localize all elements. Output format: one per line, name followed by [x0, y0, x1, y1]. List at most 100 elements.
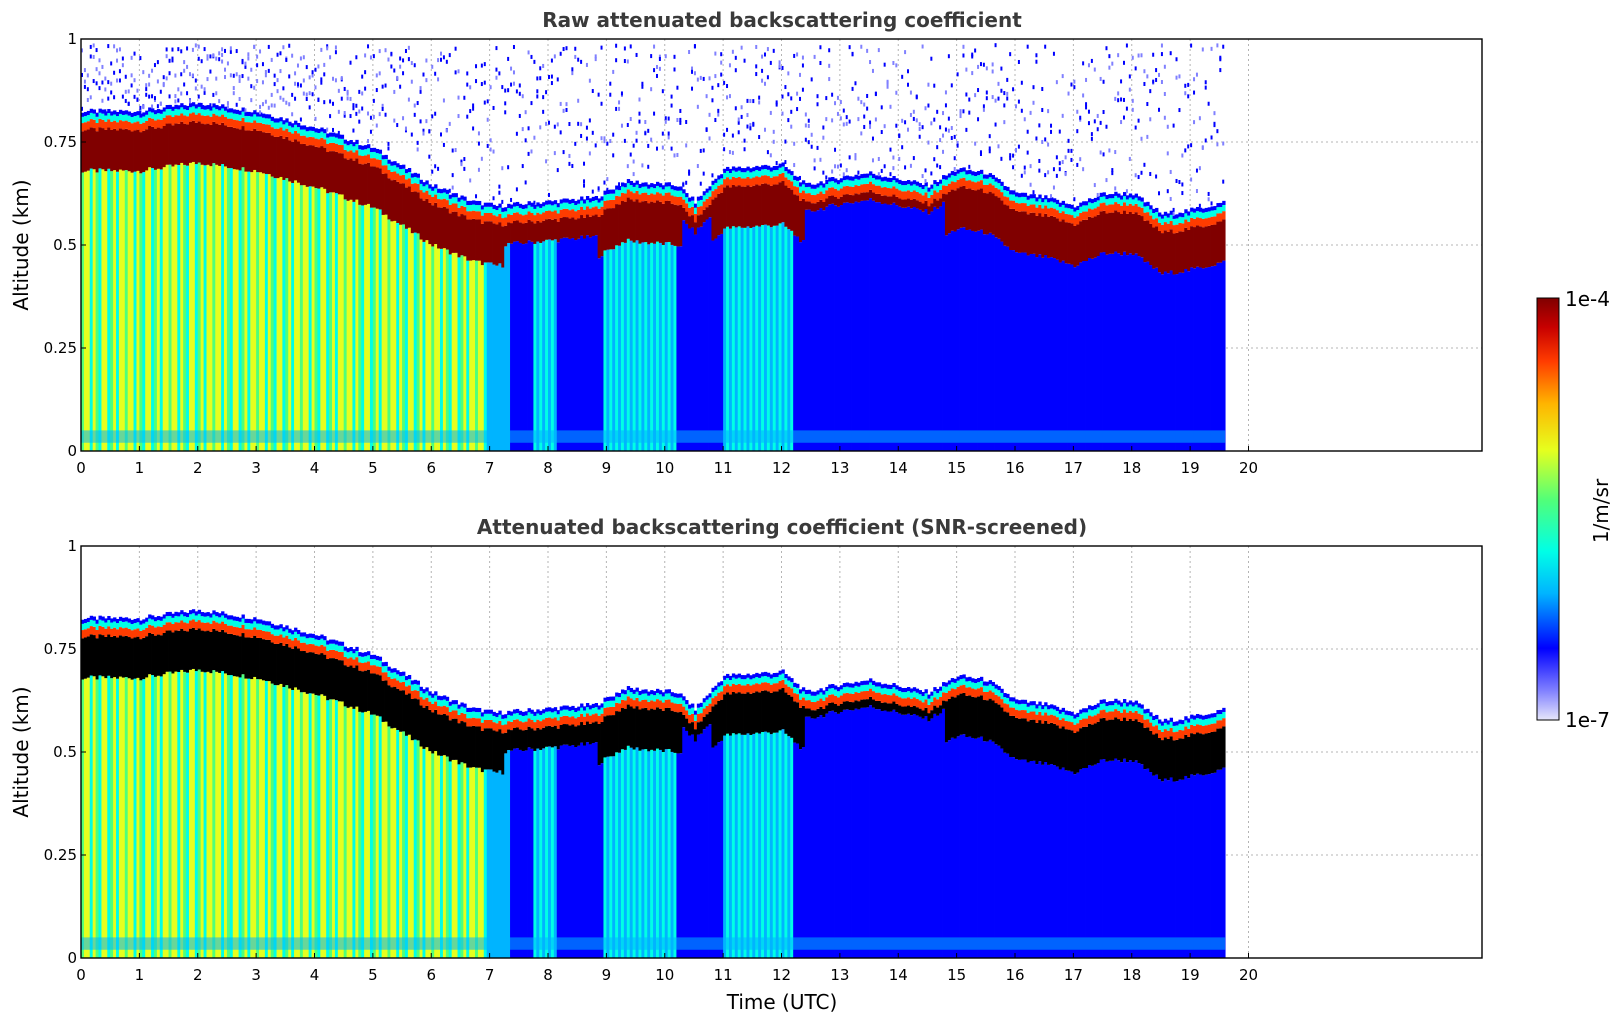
heatmap-cell	[930, 692, 933, 696]
heatmap-cell	[530, 213, 533, 221]
heatmap-cell	[420, 190, 423, 198]
heatmap-cell	[443, 188, 446, 192]
noise-speck	[962, 45, 964, 49]
heatmap-cell	[1103, 211, 1106, 252]
noise-speck	[145, 83, 147, 87]
heatmap-cell	[320, 128, 323, 132]
heatmap-cell	[761, 691, 764, 732]
heatmap-cell	[443, 695, 446, 699]
heatmap-cell	[782, 167, 785, 173]
heatmap-cell	[1088, 198, 1091, 202]
heatmap-cell	[1024, 710, 1027, 718]
noise-speck	[709, 136, 711, 140]
heatmap-cell	[770, 178, 773, 186]
heatmap-cell	[971, 175, 974, 181]
noise-speck	[157, 79, 159, 83]
heatmap-cell	[863, 201, 866, 451]
noise-speck	[227, 61, 229, 65]
heatmap-cell	[183, 631, 186, 672]
noise-speck	[1167, 125, 1169, 129]
heatmap-cell	[504, 218, 507, 226]
heatmap-cell	[922, 212, 925, 451]
noise-speck	[930, 171, 932, 175]
heatmap-cell	[1213, 266, 1216, 451]
heatmap-cell	[350, 647, 353, 651]
heatmap-cell	[1082, 719, 1085, 727]
noise-speck	[1199, 204, 1201, 208]
noise-speck	[568, 162, 570, 166]
heatmap-cell	[854, 185, 857, 193]
heatmap-cell	[469, 708, 472, 712]
heatmap-cell	[209, 632, 212, 673]
heatmap-cell	[1161, 274, 1164, 451]
heatmap-cell	[641, 242, 644, 451]
heatmap-cell	[1033, 705, 1036, 711]
heatmap-cell	[279, 635, 282, 643]
heatmap-cell	[1108, 194, 1111, 198]
heatmap-cell	[1038, 712, 1041, 720]
heatmap-cell	[1216, 222, 1219, 263]
noise-speck	[431, 114, 433, 118]
heatmap-cell	[274, 636, 277, 644]
heatmap-cell	[530, 728, 533, 749]
noise-speck	[136, 98, 138, 102]
heatmap-cell	[974, 689, 977, 697]
heatmap-cell	[659, 690, 662, 694]
heatmap-cell	[1079, 262, 1082, 451]
noise-speck	[671, 104, 673, 108]
noise-speck	[1003, 103, 1005, 107]
heatmap-cell	[422, 186, 425, 192]
heatmap-cell	[218, 166, 221, 451]
heatmap-cell	[1202, 209, 1205, 213]
heatmap-cell	[1044, 214, 1047, 255]
heatmap-cell	[431, 694, 434, 698]
heatmap-cell	[274, 629, 277, 635]
heatmap-cell	[927, 699, 930, 705]
noise-speck	[843, 122, 845, 126]
heatmap-cell	[475, 718, 478, 726]
heatmap-cell	[326, 144, 329, 152]
heatmap-cell	[411, 699, 414, 740]
heatmap-cell	[1076, 723, 1079, 731]
noise-speck	[936, 164, 938, 168]
heatmap-cell	[1158, 231, 1161, 272]
heatmap-cell	[1062, 712, 1065, 718]
heatmap-cell	[662, 204, 665, 245]
heatmap-cell	[282, 687, 285, 958]
heatmap-cell	[957, 180, 960, 188]
heatmap-cell	[1024, 253, 1027, 451]
heatmap-cell	[738, 678, 741, 684]
heatmap-cell	[469, 205, 472, 211]
heatmap-cell	[563, 745, 566, 958]
noise-speck	[271, 103, 273, 107]
noise-speck	[653, 45, 655, 49]
noise-speck	[849, 120, 851, 124]
heatmap-cell	[420, 180, 423, 184]
heatmap-cell	[638, 203, 641, 244]
heatmap-cell	[352, 152, 355, 160]
noise-speck	[379, 49, 381, 53]
heatmap-cell	[892, 710, 895, 958]
heatmap-cell	[1018, 704, 1021, 710]
heatmap-cell	[881, 695, 884, 703]
heatmap-cell	[945, 687, 948, 693]
noise-speck	[204, 47, 206, 51]
heatmap-cell	[849, 687, 852, 693]
heatmap-cell	[268, 625, 271, 631]
heatmap-cell	[965, 681, 968, 687]
heatmap-cell	[104, 678, 107, 958]
heatmap-cell	[676, 712, 679, 753]
heatmap-cell	[671, 696, 674, 702]
heatmap-cell	[536, 221, 539, 242]
heatmap-cell	[1056, 218, 1059, 259]
noise-speck	[393, 119, 395, 123]
noise-speck	[230, 50, 232, 54]
heatmap-cell	[676, 694, 679, 698]
heatmap-cell	[875, 186, 878, 194]
heatmap-cell	[758, 171, 761, 177]
noise-speck	[866, 94, 868, 98]
heatmap-cell	[1199, 208, 1202, 212]
noise-speck	[1114, 186, 1116, 190]
heatmap-cell	[101, 635, 104, 676]
heatmap-cell	[463, 215, 466, 256]
